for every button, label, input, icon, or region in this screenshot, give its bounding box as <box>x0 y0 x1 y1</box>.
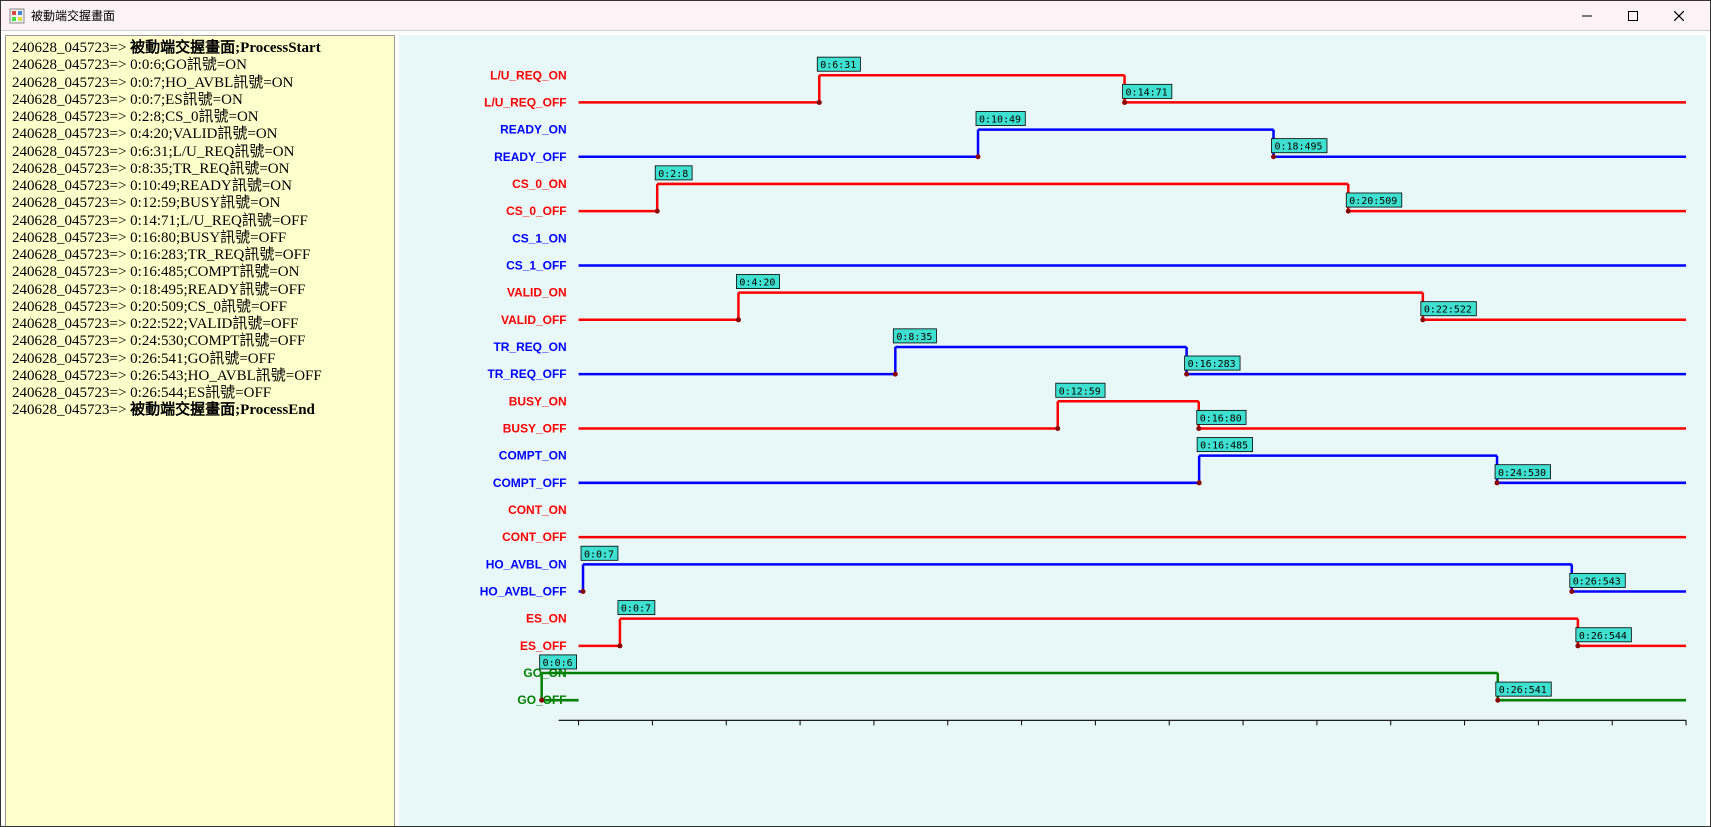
log-line: 240628_045723=> 0:8:35;TR_REQ訊號=ON <box>12 161 388 178</box>
log-line: 240628_045723=> 被動端交握畫面;ProcessStart <box>12 40 388 57</box>
log-line: 240628_045723=> 0:16:485;COMPT訊號=ON <box>12 264 388 281</box>
svg-text:0:8:35: 0:8:35 <box>896 332 932 343</box>
svg-text:ES_OFF: ES_OFF <box>520 639 567 653</box>
svg-text:0:16:485: 0:16:485 <box>1200 441 1248 452</box>
svg-text:BUSY_OFF: BUSY_OFF <box>503 421 567 435</box>
svg-text:VALID_OFF: VALID_OFF <box>501 313 567 327</box>
svg-text:CS_0_OFF: CS_0_OFF <box>506 204 567 218</box>
log-panel[interactable]: 240628_045723=> 被動端交握畫面;ProcessStart2406… <box>5 35 395 826</box>
svg-text:CS_1_OFF: CS_1_OFF <box>506 258 567 272</box>
log-line: 240628_045723=> 0:14:71;L/U_REQ訊號=OFF <box>12 213 388 230</box>
svg-text:CONT_OFF: CONT_OFF <box>502 530 566 544</box>
svg-text:0:6:31: 0:6:31 <box>820 60 856 71</box>
minimize-button[interactable] <box>1564 1 1610 31</box>
log-line: 240628_045723=> 0:0:6;GO訊號=ON <box>12 57 388 74</box>
log-line: 240628_045723=> 0:20:509;CS_0訊號=OFF <box>12 299 388 316</box>
log-line: 240628_045723=> 0:16:80;BUSY訊號=OFF <box>12 230 388 247</box>
log-line: 240628_045723=> 0:16:283;TR_REQ訊號=OFF <box>12 247 388 264</box>
log-line: 240628_045723=> 0:2:8;CS_0訊號=ON <box>12 109 388 126</box>
svg-text:0:12:59: 0:12:59 <box>1059 386 1101 397</box>
svg-text:0:10:49: 0:10:49 <box>979 115 1021 126</box>
svg-text:L/U_REQ_OFF: L/U_REQ_OFF <box>484 95 566 109</box>
svg-text:0:4:20: 0:4:20 <box>739 278 775 289</box>
svg-text:READY_OFF: READY_OFF <box>494 150 566 164</box>
svg-text:TR_REQ_ON: TR_REQ_ON <box>493 340 566 354</box>
log-line: 240628_045723=> 0:0:7;HO_AVBL訊號=ON <box>12 75 388 92</box>
svg-text:0:26:541: 0:26:541 <box>1499 685 1547 696</box>
maximize-button[interactable] <box>1610 1 1656 31</box>
svg-text:COMPT_OFF: COMPT_OFF <box>493 476 567 490</box>
svg-text:0:0:7: 0:0:7 <box>584 549 614 560</box>
log-line: 240628_045723=> 0:22:522;VALID訊號=OFF <box>12 316 388 333</box>
svg-text:CS_1_ON: CS_1_ON <box>512 231 567 245</box>
log-line: 240628_045723=> 0:4:20;VALID訊號=ON <box>12 126 388 143</box>
chart-svg: L/U_REQ_ON L/U_REQ_OFF 0:6:31 0:14:71 READY_… <box>399 35 1706 826</box>
log-line: 240628_045723=> 0:24:530;COMPT訊號=OFF <box>12 333 388 350</box>
svg-text:COMPT_ON: COMPT_ON <box>499 449 567 463</box>
svg-text:CS_0_ON: CS_0_ON <box>512 177 567 191</box>
log-line: 240628_045723=> 0:0:7;ES訊號=ON <box>12 92 388 109</box>
svg-text:L/U_REQ_ON: L/U_REQ_ON <box>490 68 566 82</box>
titlebar[interactable]: 被動端交握畫面 <box>1 1 1710 31</box>
svg-text:0:22:522: 0:22:522 <box>1424 305 1472 316</box>
svg-text:HO_AVBL_OFF: HO_AVBL_OFF <box>480 584 567 598</box>
log-line: 240628_045723=> 被動端交握畫面;ProcessEnd <box>12 402 388 419</box>
svg-text:0:26:544: 0:26:544 <box>1579 631 1627 642</box>
log-line: 240628_045723=> 0:10:49;READY訊號=ON <box>12 178 388 195</box>
close-button[interactable] <box>1656 1 1702 31</box>
svg-text:BUSY_ON: BUSY_ON <box>509 394 567 408</box>
log-line: 240628_045723=> 0:26:544;ES訊號=OFF <box>12 385 388 402</box>
svg-text:0:20:509: 0:20:509 <box>1349 196 1397 207</box>
svg-text:0:24:530: 0:24:530 <box>1498 468 1546 479</box>
svg-text:0:2:8: 0:2:8 <box>658 169 688 180</box>
log-line: 240628_045723=> 0:6:31;L/U_REQ訊號=ON <box>12 144 388 161</box>
log-line: 240628_045723=> 0:26:541;GO訊號=OFF <box>12 351 388 368</box>
svg-text:0:26:543: 0:26:543 <box>1573 576 1621 587</box>
svg-text:TR_REQ_OFF: TR_REQ_OFF <box>488 367 567 381</box>
log-line: 240628_045723=> 0:12:59;BUSY訊號=ON <box>12 195 388 212</box>
window-title: 被動端交握畫面 <box>31 7 1564 24</box>
log-line: 240628_045723=> 0:18:495;READY訊號=OFF <box>12 282 388 299</box>
svg-text:HO_AVBL_ON: HO_AVBL_ON <box>486 557 567 571</box>
svg-text:0:0:6: 0:0:6 <box>543 658 573 669</box>
window-controls <box>1564 1 1702 31</box>
timing-chart: L/U_REQ_ON L/U_REQ_OFF 0:6:31 0:14:71 READY_… <box>399 35 1706 826</box>
app-icon <box>9 8 25 24</box>
svg-text:0:14:71: 0:14:71 <box>1126 87 1168 98</box>
svg-text:0:16:80: 0:16:80 <box>1200 413 1242 424</box>
svg-text:0:18:495: 0:18:495 <box>1275 142 1323 153</box>
svg-text:VALID_ON: VALID_ON <box>507 286 567 300</box>
svg-text:ES_ON: ES_ON <box>526 612 567 626</box>
log-line: 240628_045723=> 0:26:543;HO_AVBL訊號=OFF <box>12 368 388 385</box>
svg-text:0:16:283: 0:16:283 <box>1188 359 1236 370</box>
svg-text:0:0:7: 0:0:7 <box>621 604 651 615</box>
svg-text:READY_ON: READY_ON <box>500 123 566 137</box>
content-area: 240628_045723=> 被動端交握畫面;ProcessStart2406… <box>1 31 1710 826</box>
svg-text:CONT_ON: CONT_ON <box>508 503 566 517</box>
app-window: 被動端交握畫面 240628_045723=> 被動端交握畫面;ProcessS… <box>0 0 1711 827</box>
